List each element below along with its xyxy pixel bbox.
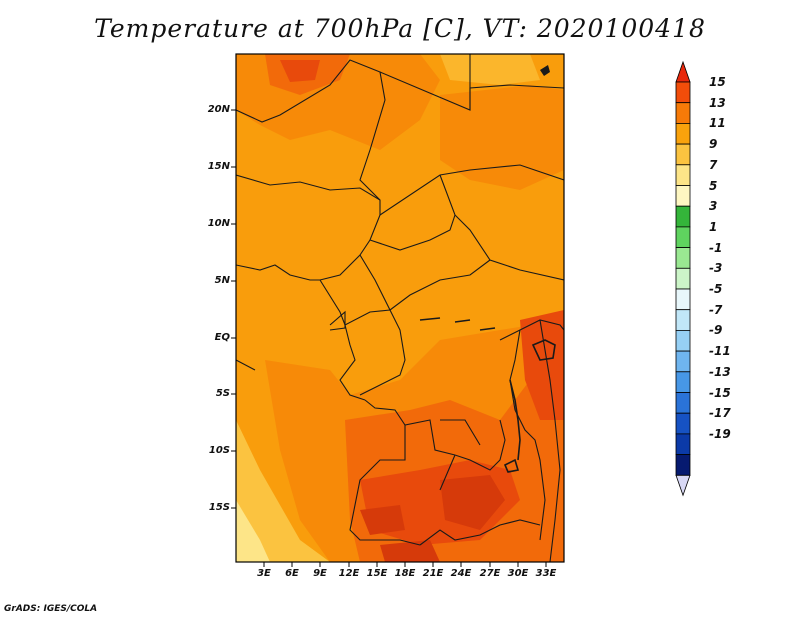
colorbar-label: -9	[709, 323, 723, 338]
colorbar-top-arrow	[675, 60, 691, 83]
map-title: Temperature at 700hPa [C], VT: 202010041…	[94, 14, 706, 43]
colorbar-box	[675, 350, 691, 373]
colorbar-label: -7	[709, 302, 723, 317]
lon-label-3e: 3E	[257, 568, 271, 579]
colorbar-box	[675, 123, 691, 145]
lon-label-30e: 30E	[507, 568, 529, 579]
lon-label-27e: 27E	[479, 568, 501, 579]
colorbar-box	[675, 371, 691, 393]
colorbar-box	[675, 309, 691, 331]
colorbar-box	[675, 329, 691, 352]
temperature-field	[236, 54, 564, 562]
colorbar-box	[675, 164, 691, 186]
colorbar-box	[675, 226, 691, 248]
lon-label-6e: 6E	[285, 568, 299, 579]
colorbar-label: 3	[709, 199, 718, 214]
colorbar-label: -17	[709, 406, 731, 421]
colorbar-box	[675, 143, 691, 166]
colorbar-label: 15	[709, 75, 726, 89]
lon-label-24e: 24E	[450, 568, 472, 579]
colorbar-label: 9	[709, 137, 718, 152]
lon-label-12e: 12E	[338, 568, 360, 579]
colorbar-box	[675, 81, 691, 104]
colorbar-box	[675, 247, 691, 269]
colorbar-label: 5	[709, 178, 718, 193]
lon-label-18e: 18E	[394, 568, 416, 579]
lat-label-15s: 15S	[208, 502, 230, 513]
credit-text: GrADS: IGES/COLA	[4, 604, 98, 614]
colorbar-label: 7	[709, 157, 718, 172]
lat-label-10n: 10N	[207, 218, 230, 229]
lon-ticks	[263, 562, 547, 567]
colorbar-label: -3	[709, 261, 723, 276]
colorbar-label: -11	[709, 344, 731, 359]
colorbar-box	[675, 392, 691, 414]
colorbar-box	[675, 412, 691, 435]
colorbar-label: 11	[709, 116, 726, 131]
colorbar-label: -5	[709, 282, 723, 296]
map-frame	[235, 53, 565, 563]
colorbar-label: -19	[709, 426, 731, 441]
colorbar-box	[675, 205, 691, 228]
lat-label-20n: 20N	[207, 104, 230, 115]
colorbar-label: -13	[709, 364, 731, 379]
colorbar-label: 13	[709, 95, 726, 110]
colorbar-box	[675, 102, 691, 124]
lon-label-15e: 15E	[366, 568, 388, 579]
lon-label-9e: 9E	[313, 568, 327, 579]
lon-label-21e: 21E	[422, 568, 444, 579]
lat-label-5s: 5S	[215, 388, 230, 399]
colorbar	[675, 60, 691, 497]
lat-label-eq: EQ	[214, 332, 230, 343]
lat-ticks	[231, 109, 236, 509]
lat-label-10s: 10S	[208, 445, 230, 456]
colorbar-bottom-arrow	[675, 474, 691, 497]
colorbar-label: -1	[709, 240, 723, 255]
colorbar-box	[675, 288, 691, 311]
lat-label-5n: 5N	[214, 275, 230, 286]
lon-label-33e: 33E	[535, 568, 557, 579]
colorbar-label: -15	[709, 385, 731, 400]
lat-label-15n: 15N	[207, 161, 230, 172]
colorbar-label: 1	[709, 219, 718, 234]
colorbar-box	[675, 454, 691, 476]
colorbar-box	[675, 267, 691, 290]
colorbar-box	[675, 185, 691, 207]
colorbar-box	[675, 433, 691, 455]
